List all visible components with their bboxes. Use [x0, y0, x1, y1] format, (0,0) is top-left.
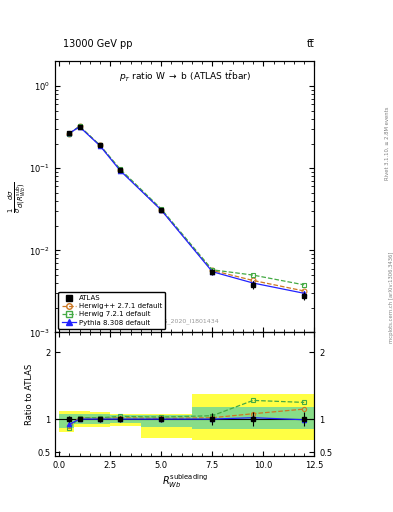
- Text: $p_T$ ratio W $\rightarrow$ b (ATLAS t$\bar{t}$bar): $p_T$ ratio W $\rightarrow$ b (ATLAS t$\…: [119, 70, 251, 84]
- Text: ATLAS_2020_I1801434: ATLAS_2020_I1801434: [149, 318, 220, 324]
- Text: 13000 GeV pp: 13000 GeV pp: [63, 38, 132, 49]
- Text: mcplots.cern.ch [arXiv:1306.3436]: mcplots.cern.ch [arXiv:1306.3436]: [389, 251, 393, 343]
- Y-axis label: $\frac{1}{\sigma}\frac{d\sigma}{d(R_{Wb}^{\rm sub})}$: $\frac{1}{\sigma}\frac{d\sigma}{d(R_{Wb}…: [6, 181, 28, 212]
- Legend: ATLAS, Herwig++ 2.7.1 default, Herwig 7.2.1 default, Pythia 8.308 default: ATLAS, Herwig++ 2.7.1 default, Herwig 7.…: [59, 292, 165, 329]
- Y-axis label: Ratio to ATLAS: Ratio to ATLAS: [25, 364, 34, 425]
- X-axis label: $R_{Wb}^{\rm subleading}$: $R_{Wb}^{\rm subleading}$: [162, 472, 208, 490]
- Text: Rivet 3.1.10, ≥ 2.8M events: Rivet 3.1.10, ≥ 2.8M events: [385, 106, 389, 180]
- Text: tt̅: tt̅: [307, 38, 314, 49]
